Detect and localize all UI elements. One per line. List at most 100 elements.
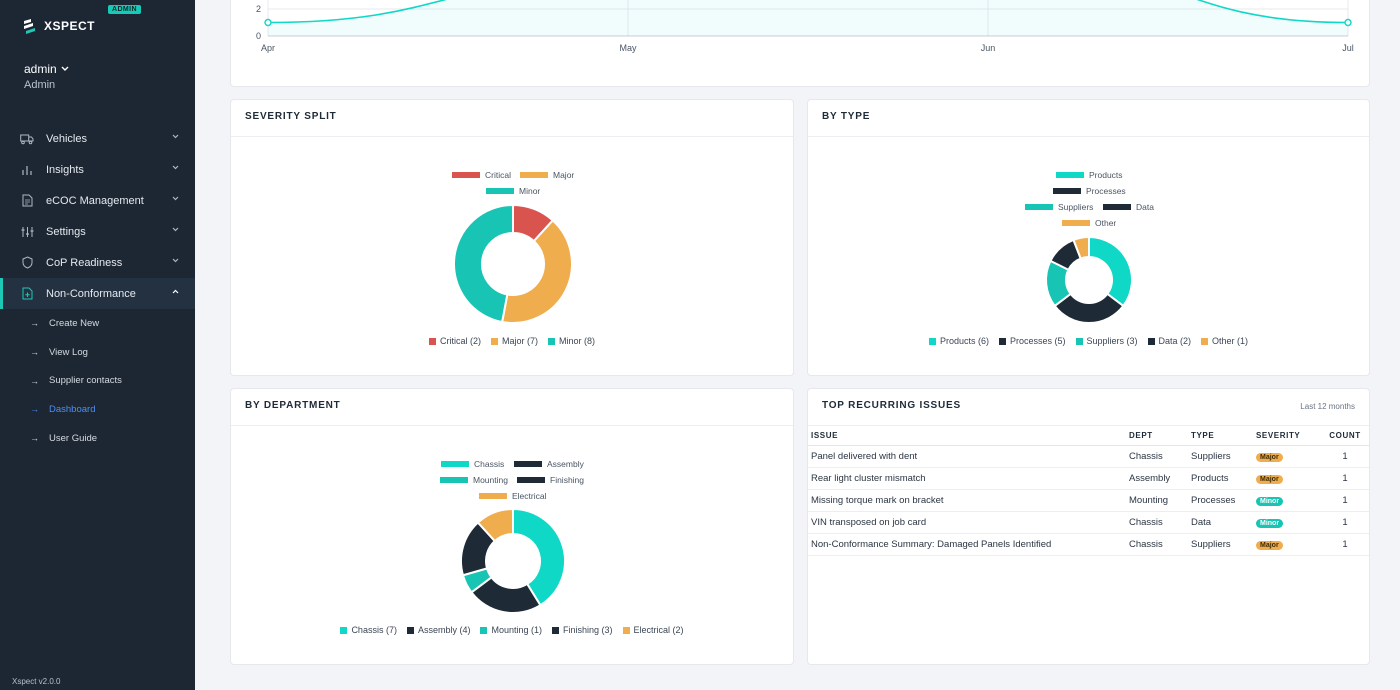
severity-cell: Major (1253, 467, 1321, 490)
legend-item-assembly[interactable]: Assembly (514, 459, 584, 469)
nav-item-cop-readiness[interactable]: CoP Readiness (0, 247, 195, 278)
legend-item-chassis[interactable]: Chassis (441, 459, 504, 469)
department-donut-chart (460, 507, 566, 614)
x-tick-label: Apr (261, 43, 275, 53)
arrow-right-icon: → (30, 433, 39, 444)
subnav-supplier-contacts[interactable]: → Supplier contacts (0, 366, 195, 395)
user-name: admin (24, 62, 57, 76)
dept-cell: Assembly (1126, 467, 1188, 490)
nav-label: Non-Conformance (46, 287, 136, 300)
legend-count-assembly: Assembly (4) (406, 625, 470, 635)
table-header-row: ISSUE DEPT TYPE SEVERITY COUNT (808, 427, 1369, 446)
type-donut-chart (1045, 235, 1133, 324)
subnav-label: View Log (49, 346, 88, 358)
subnav-label: Supplier contacts (49, 375, 122, 387)
x-tick-label: Jun (981, 43, 996, 53)
issue-cell: Rear light cluster mismatch (808, 467, 1126, 490)
col-severity[interactable]: SEVERITY (1253, 427, 1321, 446)
sliders-icon (20, 225, 34, 239)
legend-count-processes: Processes (5) (998, 336, 1066, 346)
col-dept[interactable]: DEPT (1126, 427, 1188, 446)
severity-legend-bottom: Critical (2) Major (7) Minor (8) (231, 336, 793, 346)
nav-label: CoP Readiness (46, 256, 123, 269)
trend-card: 0 2 Apr May Jun Jul (230, 0, 1370, 87)
issue-cell: Panel delivered with dent (808, 445, 1126, 468)
type-cell: Suppliers (1188, 445, 1253, 468)
arrow-right-icon: → (30, 318, 39, 329)
severity-donut-chart (453, 203, 573, 324)
legend-count-critical: Critical (2) (428, 336, 481, 346)
trend-area (268, 0, 1348, 36)
legend-count-other: Other (1) (1201, 336, 1248, 346)
nav-item-insights[interactable]: Insights (0, 154, 195, 185)
legend-count-products: Products (6) (928, 336, 989, 346)
issue-cell: VIN transposed on job card (808, 511, 1126, 535)
document-icon (20, 194, 34, 208)
arrow-right-icon: → (30, 347, 39, 358)
legend-item-other[interactable]: Other (1062, 218, 1116, 228)
main-nav: Vehicles Insights eCOC Management Settin… (0, 123, 195, 452)
top-recurring-issues-card: TOP RECURRING ISSUES Last 12 months ISSU… (807, 388, 1370, 665)
donut-slice-major (500, 218, 573, 324)
subnav-user-guide[interactable]: → User Guide (0, 424, 195, 453)
xspect-logo-icon (24, 19, 35, 34)
legend-item-minor[interactable]: Minor (486, 186, 540, 196)
nav-label: eCOC Management (46, 194, 144, 207)
table-row[interactable]: Panel delivered with dent Chassis Suppli… (808, 445, 1369, 468)
type-cell: Products (1188, 467, 1253, 490)
non-conformance-subnav: → Create New → View Log → Supplier contacts… (0, 309, 195, 452)
user-menu[interactable]: admin Admin (24, 62, 69, 91)
chevron-down-icon (172, 196, 179, 201)
x-tick-label: May (619, 43, 637, 53)
subnav-view-log[interactable]: → View Log (0, 338, 195, 367)
admin-badge: ADMIN (108, 5, 141, 14)
type-cell: Data (1188, 511, 1253, 535)
trend-point (264, 18, 272, 27)
type-cell: Processes (1188, 489, 1253, 513)
donut-slice-products (1088, 235, 1133, 308)
table-row[interactable]: VIN transposed on job card Chassis Data … (808, 511, 1369, 535)
x-tick-label: Jul (1342, 43, 1354, 53)
chevron-down-icon (61, 66, 69, 71)
col-type[interactable]: TYPE (1188, 427, 1253, 446)
legend-item-finishing[interactable]: Finishing (517, 475, 584, 485)
severity-cell: Minor (1253, 511, 1321, 535)
donut-slice-electrical (476, 507, 514, 543)
brand-logo[interactable]: XSPECT (22, 18, 95, 34)
nav-item-settings[interactable]: Settings (0, 216, 195, 247)
legend-item-processes[interactable]: Processes (1053, 186, 1126, 196)
issues-table: ISSUE DEPT TYPE SEVERITY COUNT Panel del… (808, 427, 1369, 557)
table-row[interactable]: Missing torque mark on bracket Mounting … (808, 489, 1369, 513)
legend-item-suppliers[interactable]: Suppliers (1025, 202, 1093, 212)
severity-badge: Minor (1256, 519, 1284, 529)
severity-cell: Major (1253, 445, 1321, 468)
count-cell: 1 (1321, 467, 1369, 490)
nav-item-vehicles[interactable]: Vehicles (0, 123, 195, 154)
shield-icon (20, 256, 34, 270)
donut-slice-minor (453, 203, 514, 324)
legend-count-minor: Minor (8) (548, 336, 595, 346)
nav-item-non-conformance[interactable]: Non-Conformance (0, 278, 195, 309)
table-row[interactable]: Non-Conformance Summary: Damaged Panels … (808, 533, 1369, 557)
trend-point (1344, 18, 1352, 27)
legend-item-major[interactable]: Major (520, 170, 574, 180)
severity-cell: Minor (1253, 489, 1321, 513)
legend-item-electrical[interactable]: Electrical (479, 491, 546, 501)
severity-badge: Major (1256, 474, 1283, 484)
count-cell: 1 (1321, 533, 1369, 557)
legend-item-products[interactable]: Products (1056, 170, 1123, 180)
col-count[interactable]: COUNT (1321, 427, 1369, 446)
app-version: Xspect v2.0.0 (12, 677, 61, 686)
nav-item-ecoc-management[interactable]: eCOC Management (0, 185, 195, 216)
legend-item-mounting[interactable]: Mounting (440, 475, 508, 485)
chevron-down-icon (172, 227, 179, 232)
subnav-create-new[interactable]: → Create New (0, 309, 195, 338)
legend-count-chassis: Chassis (7) (340, 625, 397, 635)
legend-item-critical[interactable]: Critical (452, 170, 511, 180)
legend-count-finishing: Finishing (3) (552, 625, 613, 635)
table-row[interactable]: Rear light cluster mismatch Assembly Pro… (808, 467, 1369, 490)
col-issue[interactable]: ISSUE (808, 427, 1126, 446)
subnav-dashboard[interactable]: → Dashboard (0, 395, 195, 424)
legend-item-data[interactable]: Data (1103, 202, 1154, 212)
file-plus-icon (20, 287, 34, 301)
